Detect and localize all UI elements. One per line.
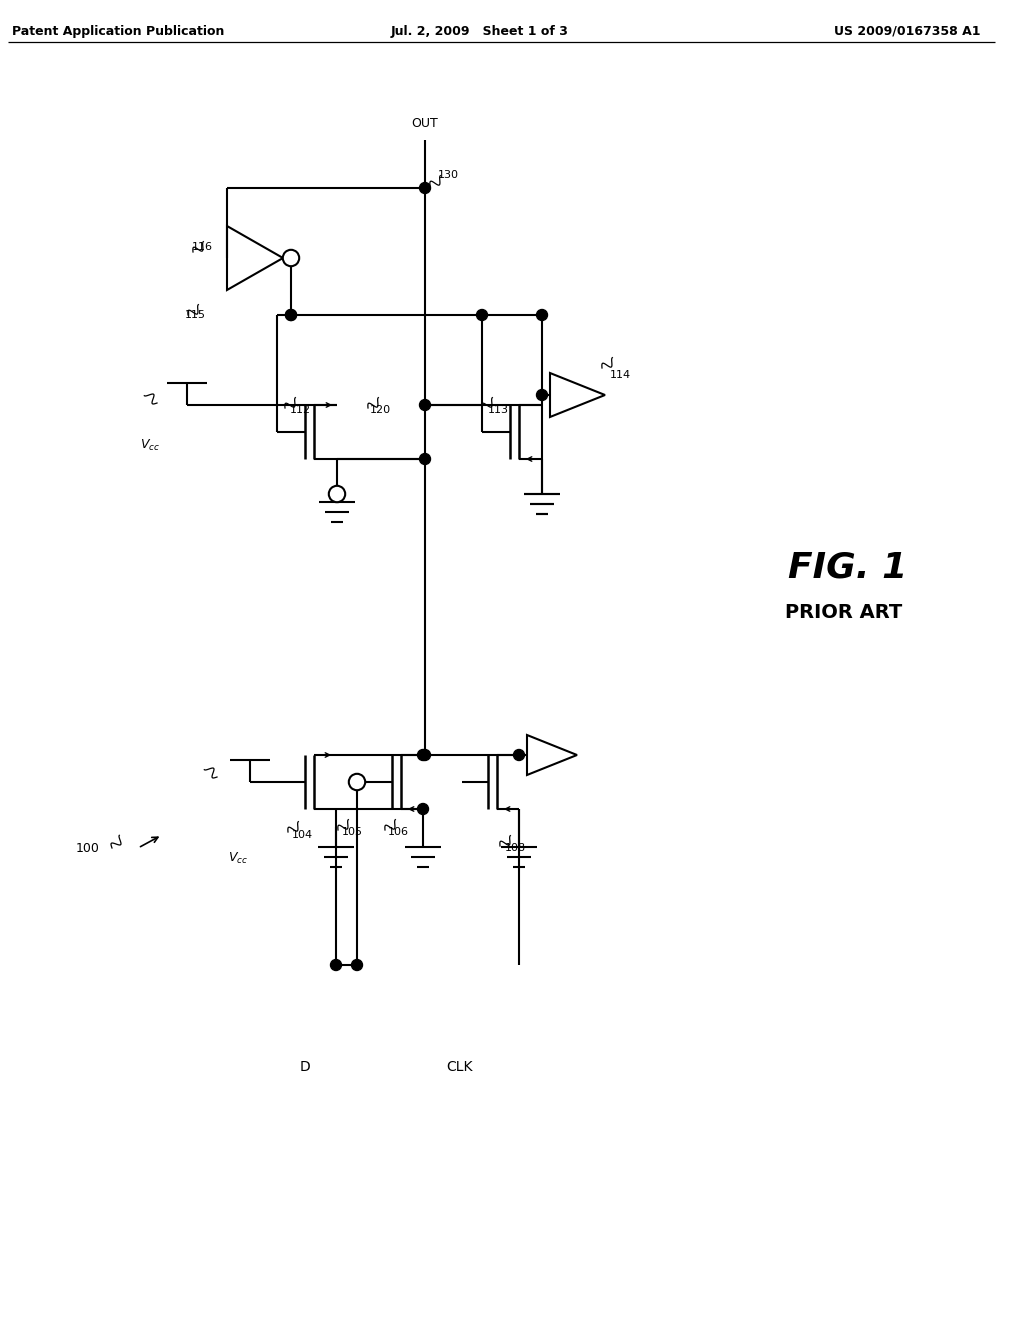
Circle shape [283, 249, 299, 267]
Text: 104: 104 [292, 830, 313, 840]
Text: 113: 113 [488, 405, 509, 414]
Circle shape [418, 750, 428, 760]
Text: 105: 105 [342, 828, 362, 837]
Circle shape [420, 400, 430, 411]
Circle shape [537, 389, 548, 400]
Circle shape [420, 182, 430, 194]
Circle shape [537, 309, 548, 321]
Circle shape [286, 309, 297, 321]
Circle shape [286, 309, 297, 321]
Text: 116: 116 [193, 242, 213, 252]
Text: 120: 120 [370, 405, 391, 414]
Text: 114: 114 [610, 370, 631, 380]
Text: 106: 106 [388, 828, 409, 837]
Text: 130: 130 [438, 170, 459, 180]
Circle shape [418, 804, 428, 814]
Circle shape [329, 486, 345, 502]
Text: 108: 108 [505, 843, 526, 853]
Text: Jul. 2, 2009   Sheet 1 of 3: Jul. 2, 2009 Sheet 1 of 3 [391, 25, 569, 38]
Text: FIG. 1: FIG. 1 [788, 550, 907, 585]
Text: 112: 112 [290, 405, 311, 414]
Text: Patent Application Publication: Patent Application Publication [12, 25, 224, 38]
Circle shape [349, 774, 366, 791]
Text: $V_{cc}$: $V_{cc}$ [140, 437, 160, 453]
Text: 115: 115 [185, 310, 206, 319]
Circle shape [420, 454, 430, 465]
Text: PRIOR ART: PRIOR ART [785, 602, 902, 622]
Text: OUT: OUT [412, 117, 438, 129]
Circle shape [351, 960, 362, 970]
Circle shape [420, 750, 430, 760]
Text: CLK: CLK [446, 1060, 473, 1074]
Circle shape [513, 750, 524, 760]
Text: US 2009/0167358 A1: US 2009/0167358 A1 [834, 25, 980, 38]
Text: $V_{cc}$: $V_{cc}$ [228, 850, 248, 866]
Circle shape [331, 960, 341, 970]
Circle shape [476, 309, 487, 321]
Text: D: D [300, 1060, 310, 1074]
Text: 100: 100 [76, 842, 100, 854]
